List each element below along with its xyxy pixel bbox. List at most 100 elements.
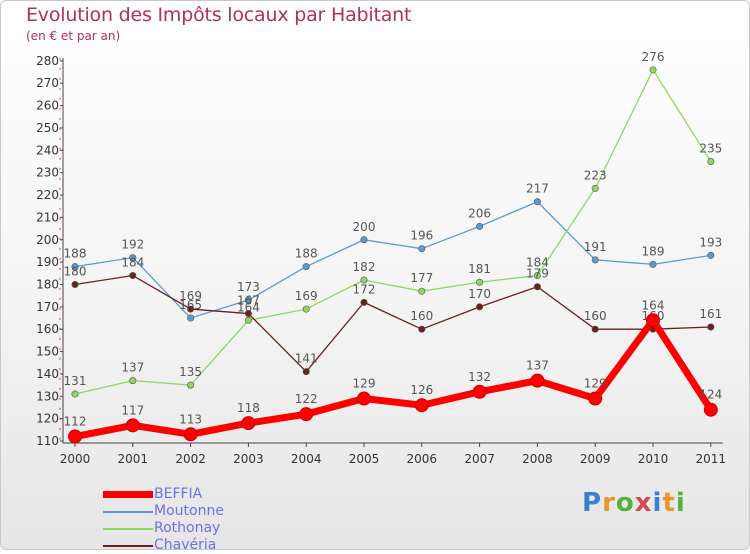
data-point-moutonne (707, 251, 715, 259)
data-label-beffia: 126 (410, 383, 433, 397)
data-point-moutonne (360, 236, 368, 244)
data-label-rothonay: 235 (699, 142, 722, 156)
data-label-chavria: 160 (584, 309, 607, 323)
data-label-beffia: 112 (64, 415, 87, 429)
data-label-rothonay: 181 (468, 262, 491, 276)
x-tick-label: 2008 (522, 452, 553, 466)
data-label-rothonay: 135 (179, 365, 202, 379)
data-point-chavria (476, 303, 484, 311)
data-label-rothonay: 137 (121, 361, 144, 375)
data-point-chavria (244, 310, 252, 318)
x-tick-label: 2000 (60, 452, 91, 466)
data-point-beffia (472, 384, 487, 399)
y-tick-label: 270 (36, 76, 59, 90)
data-label-beffia: 129 (584, 377, 607, 391)
data-label-beffia: 129 (353, 377, 376, 391)
data-point-beffia (125, 418, 140, 433)
legend-label-beffia: BEFFIA (154, 486, 203, 502)
y-tick-label: 160 (36, 322, 59, 336)
y-tick-label: 150 (36, 345, 59, 359)
data-point-beffia (299, 407, 314, 422)
data-label-moutonne: 188 (295, 247, 318, 261)
data-label-rothonay: 169 (295, 289, 318, 303)
data-label-chavria: 172 (353, 282, 376, 296)
data-point-chavria (591, 325, 599, 333)
data-point-chavria (360, 298, 368, 306)
data-point-moutonne (187, 314, 195, 322)
data-point-rothonay (533, 272, 541, 280)
x-tick-label: 2005 (349, 452, 380, 466)
data-label-rothonay: 164 (237, 300, 260, 314)
data-point-rothonay (649, 66, 657, 74)
data-point-beffia (646, 313, 660, 328)
data-label-rothonay: 276 (642, 50, 665, 64)
data-label-rothonay: 223 (584, 168, 607, 182)
series-line-rothonay (74, 69, 712, 395)
y-tick-label: 170 (36, 300, 59, 314)
data-label-chavria: 169 (179, 289, 202, 303)
data-point-moutonne (476, 222, 484, 230)
data-label-rothonay: 184 (526, 256, 549, 270)
data-point-rothonay (360, 276, 368, 284)
data-point-chavria (187, 305, 195, 313)
data-label-moutonne: 165 (179, 298, 202, 312)
data-label-rothonay: 182 (353, 260, 376, 274)
data-point-rothonay (591, 184, 599, 192)
y-tick-label: 260 (36, 99, 59, 113)
data-point-rothonay (476, 278, 484, 286)
y-tick-label: 110 (36, 434, 59, 448)
legend-swatch-moutonne (103, 511, 153, 513)
y-tick-label: 120 (36, 412, 59, 426)
data-label-moutonne: 217 (526, 182, 549, 196)
logo-letter: t (662, 488, 676, 518)
x-tick-label: 2009 (580, 452, 611, 466)
legend-swatch-beffia (103, 491, 153, 498)
legend-swatch-chaveria (103, 545, 153, 547)
y-tick-label: 230 (36, 166, 59, 180)
data-label-moutonne: 188 (64, 247, 87, 261)
data-label-rothonay: 131 (64, 374, 87, 388)
y-tick-label: 180 (36, 277, 59, 291)
y-tick-label: 200 (36, 233, 59, 247)
proxiti-logo: Proxiti (582, 488, 686, 518)
data-label-chavria: 180 (64, 264, 87, 278)
data-point-moutonne (71, 263, 79, 271)
legend-label-rothonay: Rothonay (154, 520, 221, 536)
data-point-moutonne (418, 245, 426, 253)
y-tick-label: 250 (36, 121, 59, 135)
data-label-beffia: 164 (642, 298, 665, 312)
series-line-moutonne (74, 201, 712, 319)
data-point-moutonne (244, 296, 252, 304)
data-point-chavria (302, 368, 310, 376)
x-tick-label: 2011 (696, 452, 727, 466)
chart-title: Evolution des Impôts locaux par Habitant (26, 4, 412, 26)
y-tick-label: 140 (36, 367, 59, 381)
data-label-chavria: 160 (410, 309, 433, 323)
data-label-chavria: 161 (699, 307, 722, 321)
data-point-moutonne (129, 254, 137, 262)
x-tick-label: 2004 (291, 452, 322, 466)
x-tick-label: 2006 (407, 452, 438, 466)
data-label-chavria: 167 (237, 294, 260, 308)
legend-swatch-rothonay (103, 528, 153, 530)
legend-label-chaveria: Chavéria (154, 537, 217, 553)
data-point-rothonay (244, 316, 252, 324)
logo-letter: P (582, 488, 603, 518)
data-point-rothonay (187, 381, 195, 389)
data-point-rothonay (129, 377, 137, 385)
y-tick-label: 210 (36, 210, 59, 224)
data-point-beffia (357, 391, 371, 406)
y-tick-label: 220 (36, 188, 59, 202)
logo-letter: r (602, 488, 616, 518)
series-line-chavria (74, 274, 712, 373)
chart-subtitle: (en € et par an) (26, 29, 121, 43)
data-label-moutonne: 173 (237, 280, 260, 294)
data-label-chavria: 141 (295, 352, 318, 366)
data-point-rothonay (418, 287, 426, 295)
data-label-chavria: 184 (121, 256, 144, 270)
data-label-chavria: 179 (526, 267, 549, 281)
data-point-beffia (588, 391, 603, 406)
data-label-beffia: 137 (526, 359, 549, 373)
